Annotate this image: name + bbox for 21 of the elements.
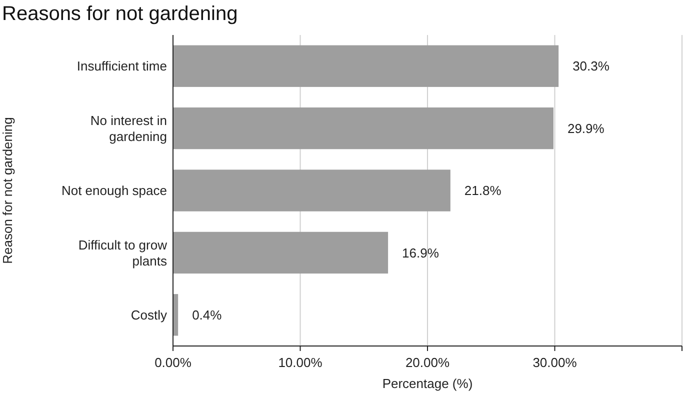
bar xyxy=(173,232,388,274)
y-tick-label: No interest in gardening xyxy=(90,112,167,144)
bar xyxy=(173,45,559,87)
y-tick-label: Difficult to grow plants xyxy=(78,237,168,268)
data-label: 29.9% xyxy=(567,120,605,136)
x-tick-label: 10.00% xyxy=(278,355,323,370)
x-axis-title: Percentage (%) xyxy=(382,376,473,391)
x-tick-label: 0.00% xyxy=(154,355,192,370)
y-tick-label: Not enough space xyxy=(61,183,167,198)
y-axis-title: Reason for not gardening xyxy=(0,117,15,264)
bar xyxy=(173,170,450,212)
x-tick-label: 20.00% xyxy=(405,355,450,370)
y-tick-label: Insufficient time xyxy=(76,58,167,74)
data-label: 21.8% xyxy=(464,183,502,198)
data-label: 16.9% xyxy=(402,245,440,260)
chart-title: Reasons for not gardening xyxy=(2,3,238,25)
x-tick-label: 30.00% xyxy=(532,355,578,370)
y-tick-label: Costly xyxy=(130,307,168,322)
bar xyxy=(173,107,554,150)
data-label: 0.4% xyxy=(192,307,222,322)
data-label: 30.3% xyxy=(572,58,610,74)
